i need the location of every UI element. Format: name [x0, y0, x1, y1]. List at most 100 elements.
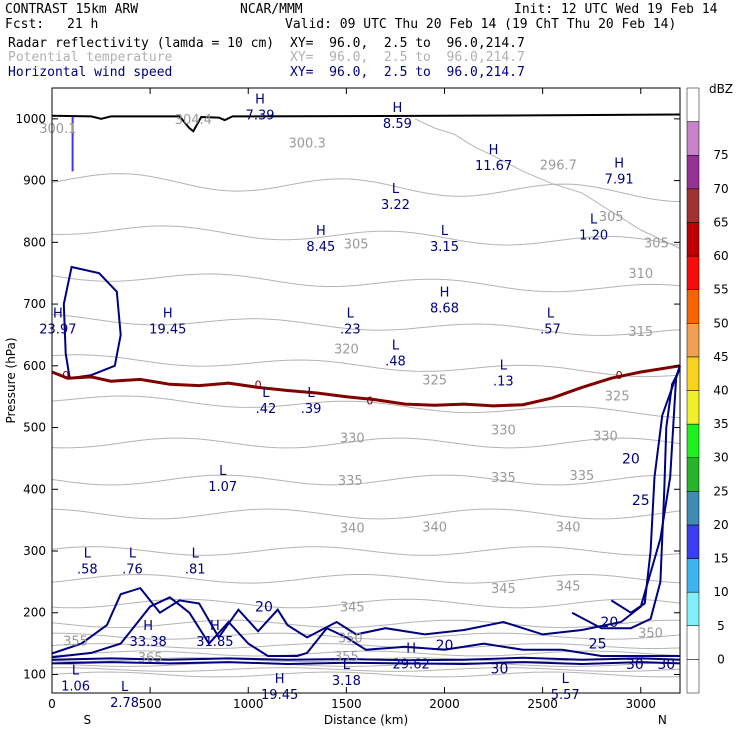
extremum-type: L	[192, 547, 200, 562]
colorbar-tick-label: 40	[713, 384, 728, 398]
theta-label: 335	[338, 474, 363, 489]
y-tick-label: 1000	[15, 112, 46, 126]
extremum-value: .23	[340, 323, 361, 338]
fcst-label: Fcst:	[5, 17, 45, 32]
extremum-value: 7.39	[246, 108, 275, 123]
theta-label: 345	[556, 580, 581, 595]
wind-contour-line	[51, 596, 680, 659]
colorbar-tick-label: 75	[713, 148, 728, 162]
field-theta-name: Potential temperature	[8, 50, 173, 65]
extremum-value: 1.20	[579, 229, 608, 244]
zero-contour-label: 0	[255, 378, 262, 391]
extremum-type: L	[392, 339, 400, 354]
wind-contour-line	[610, 365, 681, 614]
wind-label: 30	[491, 661, 509, 677]
colorbar-swatch	[686, 558, 700, 593]
y-tick-label: 800	[23, 235, 46, 249]
extremum-type: L	[262, 386, 270, 401]
theta-label: 300.3	[289, 136, 326, 151]
extremum-type: L	[590, 213, 598, 228]
theta-contour-line	[51, 437, 681, 449]
theta-label: 335	[569, 469, 594, 484]
theta-label: 350	[338, 631, 363, 646]
extremum-value: 19.45	[261, 688, 298, 703]
extremum-value: 7.91	[605, 172, 634, 187]
theta-contour-line	[51, 546, 681, 556]
colorbar-tick-label: 10	[713, 585, 728, 599]
colorbar-tick-label: 20	[713, 518, 728, 532]
zero-contour-path	[51, 364, 681, 408]
theta-contour-line	[51, 573, 681, 584]
theta-label: 315	[628, 325, 653, 340]
extremum-value: 3.18	[332, 674, 361, 689]
colorbar-tick-label: 50	[713, 316, 728, 330]
wind-label: 20	[436, 638, 454, 654]
extremum-type: H	[489, 143, 499, 158]
extremum-value: 8.68	[430, 302, 459, 317]
colorbar-tick-label: 30	[713, 451, 728, 465]
model-title: CONTRAST 15km ARW	[5, 2, 139, 17]
extremum-value: .48	[385, 355, 406, 370]
theta-contour-line	[51, 225, 681, 246]
theta-label: 340	[340, 522, 365, 537]
extremum-type: H	[210, 619, 220, 634]
extremum-value: 19.45	[149, 323, 186, 338]
extremum-value: .13	[493, 374, 514, 389]
theta-contour-line	[51, 619, 680, 629]
y-tick-label: 300	[23, 544, 46, 558]
wind-speed-contours	[51, 265, 681, 666]
x-tick-label: 1500	[331, 697, 362, 711]
colorbar-swatch	[686, 356, 700, 391]
colorbar-tick-label: 0	[717, 652, 725, 666]
colorbar: 0 5 10 15 20 25 30 35 40 45 50 55 60 65 70 75 dBZ	[686, 82, 733, 694]
extremum-type: H	[143, 619, 153, 634]
colorbar-swatch	[686, 659, 700, 694]
extremum-type: L	[441, 224, 449, 239]
extremum-type: L	[562, 672, 570, 687]
theta-label: 350	[638, 627, 663, 642]
extremum-value: 3.15	[430, 240, 459, 255]
theta-label: 325	[422, 373, 447, 388]
theta-contour-line	[51, 662, 680, 668]
x-tick-label: 1000	[233, 697, 264, 711]
x-tick-label: 2500	[527, 697, 558, 711]
extremum-type: L	[72, 663, 80, 678]
extremum-type: H	[393, 101, 403, 116]
colorbar-swatch	[686, 255, 700, 290]
wind-contour-line	[51, 656, 681, 662]
colorbar-swatch	[686, 87, 700, 122]
colorbar-swatch	[686, 222, 700, 257]
valid-time: Valid: 09 UTC Thu 20 Feb 14 (19 ChT Thu …	[285, 17, 677, 32]
colorbar-swatch	[686, 390, 700, 425]
theta-label: 365	[138, 651, 163, 666]
colorbar-tick-label: 65	[713, 215, 728, 229]
wind-label: 25	[632, 493, 650, 509]
theta-contour-line	[51, 313, 681, 336]
y-tick-label: 500	[23, 421, 46, 435]
extremum-type: L	[347, 307, 355, 322]
extremum-value: .42	[256, 402, 277, 417]
zero-contour-label: 0	[616, 369, 623, 382]
theta-label: 340	[422, 520, 447, 535]
field-theta-xy: XY= 96.0, 2.5 to 96.0,214.7	[290, 50, 525, 65]
wind-contour-closed	[62, 265, 122, 380]
x-tick-label: 500	[139, 697, 162, 711]
extremum-value: 33.38	[130, 635, 167, 650]
colorbar-swatch	[686, 524, 700, 559]
extremum-value: 3.22	[381, 198, 410, 213]
extremum-type: H	[255, 92, 265, 107]
extremum-type: L	[392, 182, 400, 197]
y-tick-label: 200	[23, 606, 46, 620]
theta-contour-line	[51, 395, 681, 419]
extremum-type: H	[163, 307, 173, 322]
theta-contour-line	[51, 598, 681, 609]
x-tick-label: 2000	[429, 697, 460, 711]
extremum-value: 23.97	[39, 323, 76, 338]
theta-label: 330	[593, 430, 618, 445]
theta-label: 325	[605, 389, 630, 404]
field-reflectivity-name: Radar reflectivity (lamda = 10 cm)	[8, 36, 275, 51]
theta-contour-line	[51, 173, 681, 203]
colorbar-tick-label: 35	[713, 417, 728, 431]
